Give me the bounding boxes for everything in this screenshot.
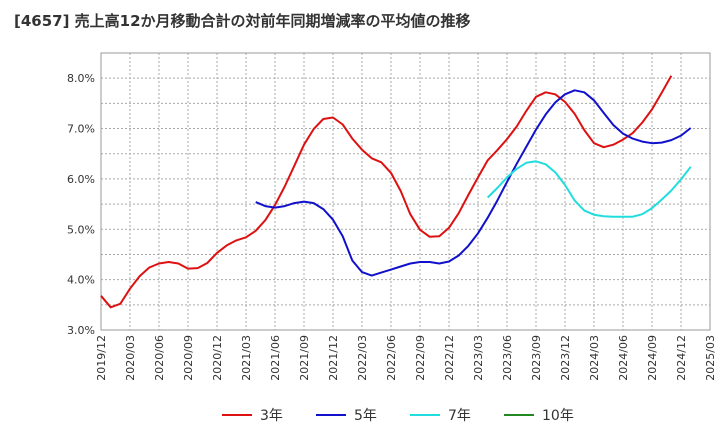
legend-item: 7年	[410, 402, 471, 428]
legend-item: 3年	[222, 402, 283, 428]
x-tick-label: 2021/06	[269, 335, 282, 381]
x-tick-label: 2022/09	[414, 335, 427, 381]
x-tick-label: 2022/03	[356, 335, 369, 381]
x-tick-label: 2021/03	[240, 335, 253, 381]
legend-swatch	[316, 414, 346, 416]
x-tick-label: 2024/12	[675, 335, 688, 381]
grid	[100, 52, 711, 331]
x-tick-label: 2023/12	[559, 335, 572, 381]
legend-label: 3年	[260, 408, 283, 424]
x-tick-label: 2024/06	[617, 335, 630, 381]
x-tick-label: 2020/09	[182, 335, 195, 381]
y-tick-label: 7.0%	[67, 123, 95, 136]
legend-item: 10年	[504, 402, 574, 428]
series-line-7年	[486, 160, 692, 218]
series-line-3年	[100, 75, 673, 309]
series-line-5年	[255, 89, 692, 277]
y-axis-ticks: 3.0% 4.0% 5.0% 6.0% 7.0% 8.0%	[67, 72, 95, 337]
legend-item: 5年	[316, 402, 377, 428]
y-tick-label: 5.0%	[67, 223, 95, 236]
x-tick-label: 2020/03	[124, 335, 137, 381]
plot-frame	[100, 52, 711, 331]
x-tick-label: 2024/09	[646, 335, 659, 381]
x-axis-ticks: 2019/12 2020/03 2020/06 2020/09 2020/12 2021/…	[95, 335, 717, 381]
chart-title: [4657] 売上高12か月移動合計の対前年同期増減率の平均値の推移	[14, 12, 471, 30]
y-tick-label: 3.0%	[67, 324, 95, 337]
x-tick-label: 2025/03	[704, 335, 717, 381]
x-tick-label: 2023/09	[530, 335, 543, 381]
series-lines	[100, 75, 692, 309]
x-tick-label: 2023/03	[472, 335, 485, 381]
legend-swatch	[504, 414, 534, 416]
legend-label: 7年	[448, 408, 471, 424]
legend: 3年 5年 7年 10年	[0, 402, 720, 428]
x-tick-label: 2022/06	[385, 335, 398, 381]
x-tick-label: 2023/06	[501, 335, 514, 381]
y-tick-label: 4.0%	[67, 274, 95, 287]
legend-swatch	[222, 414, 252, 416]
legend-swatch	[410, 414, 440, 416]
legend-label: 10年	[542, 408, 574, 424]
x-tick-label: 2020/06	[153, 335, 166, 381]
x-tick-label: 2024/03	[588, 335, 601, 381]
x-tick-label: 2021/12	[327, 335, 340, 381]
y-tick-label: 8.0%	[67, 72, 95, 85]
x-tick-label: 2020/12	[211, 335, 224, 381]
legend-label: 5年	[354, 408, 377, 424]
x-tick-label: 2022/12	[443, 335, 456, 381]
x-tick-label: 2019/12	[95, 335, 108, 381]
x-tick-label: 2021/09	[298, 335, 311, 381]
y-tick-label: 6.0%	[67, 173, 95, 186]
